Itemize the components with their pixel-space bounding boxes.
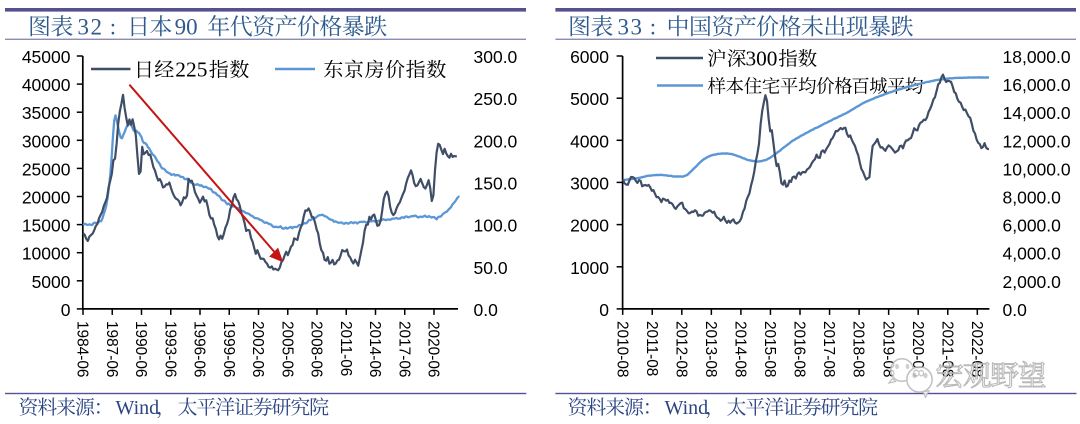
svg-text:0: 0 xyxy=(61,300,71,320)
svg-text:Wind: Wind xyxy=(665,397,709,419)
svg-text:1996-06: 1996-06 xyxy=(191,321,208,377)
svg-text:16,000.0: 16,000.0 xyxy=(1003,75,1071,95)
svg-text:0: 0 xyxy=(599,300,609,320)
svg-text:1984-06: 1984-06 xyxy=(74,321,91,377)
svg-text:4,000.0: 4,000.0 xyxy=(1003,244,1062,264)
svg-text:2000: 2000 xyxy=(570,216,609,236)
svg-text:2002-06: 2002-06 xyxy=(249,321,266,377)
svg-text:2018-08: 2018-08 xyxy=(850,321,867,377)
svg-text:18,000.0: 18,000.0 xyxy=(1003,47,1071,67)
svg-text:Wind: Wind xyxy=(116,397,160,419)
svg-text:1000: 1000 xyxy=(570,258,609,278)
svg-text:25000: 25000 xyxy=(22,159,71,179)
svg-text::: : xyxy=(650,15,656,40)
svg-text:2,000.0: 2,000.0 xyxy=(1003,272,1062,292)
svg-text:15000: 15000 xyxy=(22,216,71,236)
svg-text:300: 300 xyxy=(746,46,778,70)
svg-text:4000: 4000 xyxy=(570,131,609,151)
svg-text:50.0: 50.0 xyxy=(474,258,508,278)
svg-text:30000: 30000 xyxy=(22,131,71,151)
svg-text:6,000.0: 6,000.0 xyxy=(1003,216,1062,236)
svg-text:150.0: 150.0 xyxy=(474,173,518,193)
svg-text:2011-06: 2011-06 xyxy=(337,321,354,376)
svg-text:35000: 35000 xyxy=(22,103,71,123)
svg-text:40000: 40000 xyxy=(22,75,71,95)
svg-text:10000: 10000 xyxy=(22,244,71,264)
svg-text:45000: 45000 xyxy=(22,47,71,67)
svg-text:5000: 5000 xyxy=(32,272,71,292)
svg-text:0.0: 0.0 xyxy=(1003,300,1028,320)
svg-text:1987-06: 1987-06 xyxy=(103,321,120,377)
svg-text:250.0: 250.0 xyxy=(474,89,518,109)
svg-text:2008-06: 2008-06 xyxy=(308,321,325,377)
svg-text:2017-08: 2017-08 xyxy=(820,321,837,377)
svg-text:225: 225 xyxy=(175,58,207,82)
svg-text:2020-06: 2020-06 xyxy=(425,321,442,377)
svg-text:2020-08: 2020-08 xyxy=(909,321,926,377)
svg-text:90: 90 xyxy=(175,15,198,40)
svg-text:2014-08: 2014-08 xyxy=(732,321,749,377)
svg-text:2013-08: 2013-08 xyxy=(702,321,719,377)
svg-text:5000: 5000 xyxy=(570,89,609,109)
svg-text:0.0: 0.0 xyxy=(474,300,499,320)
svg-text:10,000.0: 10,000.0 xyxy=(1003,159,1071,179)
svg-text:1990-06: 1990-06 xyxy=(132,321,149,377)
svg-text:8,000.0: 8,000.0 xyxy=(1003,188,1062,208)
svg-text:1993-06: 1993-06 xyxy=(161,321,178,377)
svg-text:200.0: 200.0 xyxy=(474,131,518,151)
svg-text:2005-06: 2005-06 xyxy=(278,321,295,377)
svg-text:1999-06: 1999-06 xyxy=(220,321,237,377)
svg-text:2011-08: 2011-08 xyxy=(643,321,660,376)
svg-text:33: 33 xyxy=(618,15,644,40)
svg-text:2016-08: 2016-08 xyxy=(791,321,808,377)
svg-text:2014-06: 2014-06 xyxy=(366,321,383,377)
svg-text:6000: 6000 xyxy=(570,47,609,67)
svg-text:2012-08: 2012-08 xyxy=(672,321,689,377)
svg-text::: : xyxy=(846,77,851,98)
svg-text:12,000.0: 12,000.0 xyxy=(1003,131,1071,151)
svg-text:3000: 3000 xyxy=(570,173,609,193)
svg-text:14,000.0: 14,000.0 xyxy=(1003,103,1071,123)
svg-text:2010-08: 2010-08 xyxy=(613,321,630,377)
svg-text:32: 32 xyxy=(78,15,104,40)
svg-text::: : xyxy=(110,15,116,40)
svg-text:2015-08: 2015-08 xyxy=(761,321,778,377)
svg-text:20000: 20000 xyxy=(22,188,71,208)
svg-text:100.0: 100.0 xyxy=(474,216,518,236)
svg-text:300.0: 300.0 xyxy=(474,47,518,67)
svg-text:2017-06: 2017-06 xyxy=(395,321,412,377)
